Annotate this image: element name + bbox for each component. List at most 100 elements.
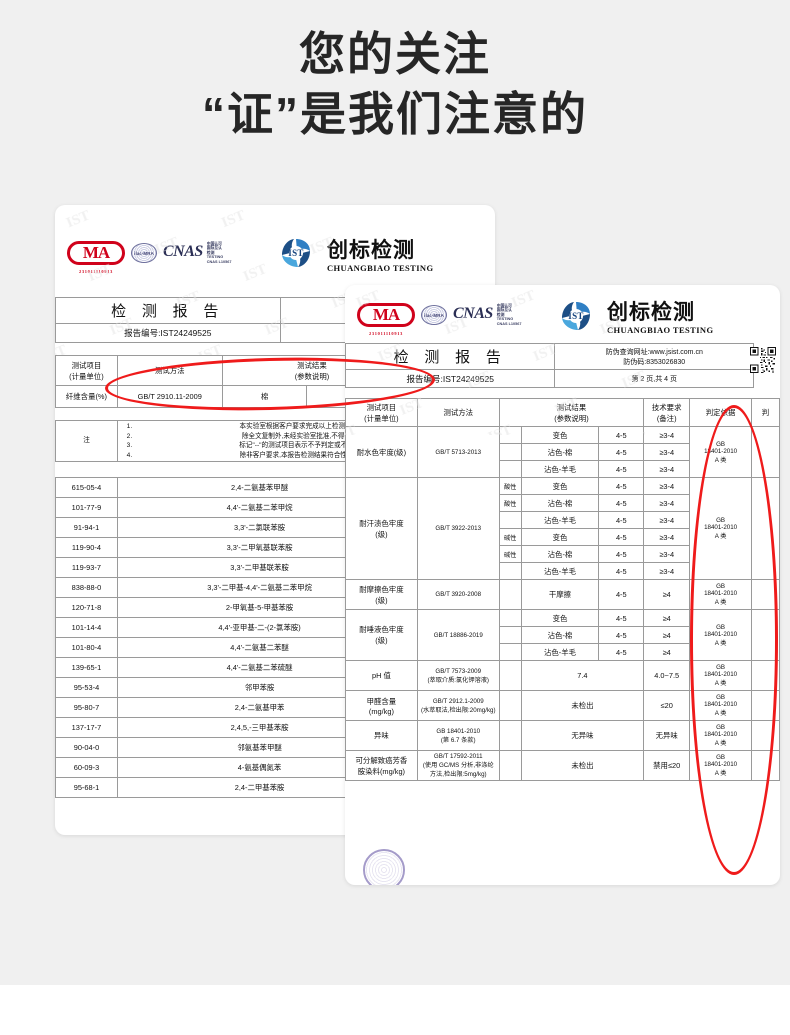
technical-requirement: ≥3-4 <box>643 477 691 495</box>
judgment-basis: GB 18401-2010 A 类 <box>689 690 752 721</box>
test-result-value: 4-5 <box>598 643 645 661</box>
test-result-value: 4-5 <box>598 609 645 627</box>
cnas-logo-text: CNAS <box>453 305 493 322</box>
cma-logo-number: 231011110913 <box>368 331 403 336</box>
test-result-value: 4-5 <box>598 626 645 644</box>
test-condition: 碱性 <box>498 545 522 563</box>
ist-logo-2: IST <box>560 300 592 332</box>
judgment-basis: GB 18401-2010 A 类 <box>689 609 752 661</box>
cnas-logo-text: CNAS <box>163 243 203 260</box>
technical-requirement: ≥3-4 <box>643 460 691 478</box>
test-sub-item: 沾色-羊毛 <box>520 511 600 529</box>
test-condition <box>498 690 522 721</box>
col-header-basis-2: 判定依据 <box>689 398 752 427</box>
chemical-cas-number: 119-93-7 <box>55 557 118 578</box>
technical-requirement: ≥3-4 <box>643 426 691 444</box>
test-result-value: 4-5 <box>598 426 645 444</box>
table-row: 甲醛含量 (mg/kg) GB/T 2912.1-2009 (水萃取法,检出限:20m… <box>345 690 780 721</box>
brand-block-1: 创标检测 CHUANGBIAO TESTING <box>327 239 433 273</box>
test-method: GB/T 3920-2008 <box>416 579 500 610</box>
notes-label-1: 注 <box>55 420 118 462</box>
test-item-name: 异味 <box>345 720 418 751</box>
test-method: GB/T 7573-2009 (萃取介质:氯化钾溶液) <box>416 660 500 691</box>
test-sub-item: 沾色-棉 <box>520 626 600 644</box>
test-sub-item: 变色 <box>520 528 600 546</box>
test-result-value: 4-5 <box>598 477 645 495</box>
test-sub-item: 变色 <box>520 426 600 444</box>
table-row: 碱性 沾色-棉 4-5 ≥3-4 <box>346 545 780 563</box>
note-item: 标记"--"的测试项目表示不予判定或不具备判定条件 <box>134 441 492 451</box>
judgment-basis: GB 18401-2010 A 类 <box>689 720 752 751</box>
test-result-value: 4-5 <box>598 494 645 512</box>
ilac-mra-logo: ilac-MRA <box>421 305 447 325</box>
extra-cell <box>751 426 780 478</box>
brand-name-en-1: CHUANGBIAO TESTING <box>327 263 434 273</box>
anti-fake-code-2: 防伪码:8353026830 <box>623 358 686 366</box>
technical-requirement: ≥4 <box>643 609 691 627</box>
chemical-cas-number: 101-77-9 <box>55 497 118 518</box>
judgment-basis: GB 18401-2010 A 类 <box>689 660 752 691</box>
table-row: 沾色-棉 4-5 ≥3-4 <box>346 443 780 461</box>
test-sub-item: 7.4 <box>520 660 645 691</box>
chemical-cas-number: 139-65-1 <box>55 657 118 678</box>
chemical-cas-number: 119-90-4 <box>55 537 118 558</box>
anti-fake-url-2[interactable]: 防伪查询网址:www.jsist.com.cn <box>605 348 703 356</box>
report-number-2: 报告编号:IST24249525 <box>345 369 556 388</box>
cnas-logo-subtext: 中国认可 国际互认 检测 TESTING CNAS L10567 <box>496 303 522 326</box>
technical-requirement: ≥3-4 <box>643 528 691 546</box>
test-item-name: 甲醛含量 (mg/kg) <box>345 690 418 721</box>
extra-cell <box>751 609 780 661</box>
technical-requirement: 禁用≤20 <box>643 750 691 781</box>
col-header-extra-2: 判 <box>751 398 780 427</box>
test-condition <box>498 660 522 691</box>
note-item: 本实验室根据客户要求完成以上检测内容,检验结果 <box>134 422 492 432</box>
col-header-item-unit-1: (计量单位) <box>69 371 104 381</box>
cma-logo-number: 231011110913 <box>78 269 113 274</box>
table-row: 沾色-羊毛 4-5 ≥3-4 <box>346 511 780 529</box>
cnas-logo: CNAS <box>453 305 493 323</box>
col-header-item-text-1: 测试项目 <box>71 360 102 370</box>
brand-name-cn-2: 创标检测 <box>607 300 695 324</box>
test-sub-item: 未检出 <box>520 690 645 721</box>
test-method: GB/T 18886-2019 <box>416 609 500 661</box>
col-header-result-2: 测试结果 (参数说明) <box>498 398 645 427</box>
judgment-basis: GB 18401-2010 A 类 <box>689 579 752 610</box>
table-row: 沾色-棉 4-5 ≥4 <box>346 626 780 644</box>
ilac-mra-logo: ilac-MRA <box>131 243 157 263</box>
chemical-cas-number: 615-05-4 <box>55 477 118 498</box>
accreditation-logos-1: MA 231011110913 ilac-MRA CNAS 中国认可 国际互认 检测… <box>67 241 232 274</box>
test-method: GB/T 17592-2011 (使用 GC/MS 分析,非涤纶方法,检出限:5m… <box>416 750 500 781</box>
test-result-value: 4-5 <box>598 545 645 563</box>
test-method: GB/T 2912.1-2009 (水萃取法,检出限:20mg/kg) <box>416 690 500 721</box>
test-item-name: 耐唾液色牢度 (级) <box>345 609 418 661</box>
test-method: GB/T 3922-2013 <box>416 477 500 580</box>
test-item-name: 耐摩擦色牢度 (级) <box>345 579 418 610</box>
col-header-result-note-1: (参数说明) <box>294 371 330 381</box>
table-row: pH 值 GB/T 7573-2009 (萃取介质:氯化钾溶液) 7.4 4.0~7.5… <box>345 660 780 691</box>
brand-name-cn-1: 创标检测 <box>327 238 415 262</box>
cma-logo-text: MA <box>82 243 110 262</box>
report-header-table-2: 检 测 报 告 防伪查询网址:www.jsist.com.cn 防伪码:8353… <box>345 343 754 388</box>
chemical-cas-number: 60-09-3 <box>55 757 118 778</box>
qr-code-icon <box>750 347 776 373</box>
headline-line-1: 您的关注 <box>299 28 491 80</box>
test-condition <box>498 579 522 610</box>
extra-cell <box>751 477 780 580</box>
table-row: 沾色-羊毛 4-5 ≥3-4 <box>346 562 780 580</box>
test-sub-item: 无异味 <box>520 720 645 751</box>
qr-code[interactable] <box>750 347 776 378</box>
extra-cell <box>751 579 780 610</box>
test-condition <box>498 750 522 781</box>
ist-logo-text: IST <box>568 311 584 321</box>
test-sub-item: 沾色-羊毛 <box>520 643 600 661</box>
test-sub-item: 沾色-羊毛 <box>520 460 600 478</box>
test-condition <box>498 720 522 751</box>
test-result-value: 4-5 <box>598 579 645 610</box>
certificate-document-2[interactable]: IST MA 231011110913 ilac-MRA CNAS 中国认可国际… <box>345 285 780 885</box>
table-row: 检 测 报 告 防伪查询网址:www.jsist.com.cn 防伪码:8353… <box>345 343 754 370</box>
ist-logo-1: IST <box>280 237 312 269</box>
test-condition <box>498 643 522 661</box>
chemical-cas-number: 90-04-0 <box>55 737 118 758</box>
table-row: 耐摩擦色牢度 (级) GB/T 3920-2008 干摩擦 4-5 ≥4 GB 18401-2… <box>345 579 780 610</box>
fiber-item-1: 纤维含量(%) <box>55 385 118 408</box>
